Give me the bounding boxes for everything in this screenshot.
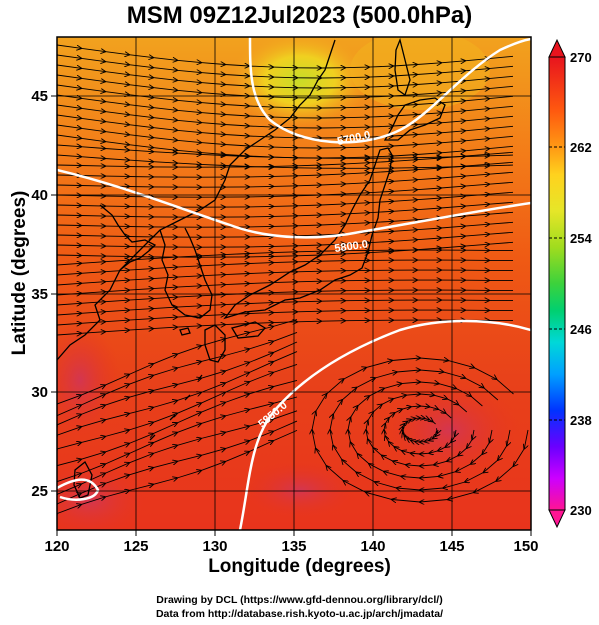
y-tick-labels: 25 30 35 40 45 — [31, 88, 48, 500]
height-contours — [57, 37, 531, 530]
graticule — [57, 37, 531, 530]
x-tick-label: 120 — [44, 538, 69, 555]
colorbar-min-arrow — [548, 509, 566, 529]
contour-label: 5800.0 — [334, 238, 369, 255]
colorbar-label: 262 — [570, 140, 592, 155]
colorbar-labels: 270 262 254 246 238 230 — [570, 50, 592, 518]
x-tick-label: 135 — [281, 538, 306, 555]
y-tick-label: 30 — [31, 384, 48, 401]
y-axis-label: Latitude (degrees) — [9, 190, 30, 356]
colorbar-label: 254 — [570, 231, 592, 246]
credit-data: Data from http://database.rish.kyoto-u.a… — [155, 608, 444, 620]
colorbar-label: 230 — [570, 503, 592, 518]
colorbar-label: 246 — [570, 322, 592, 337]
x-tick-label: 125 — [123, 538, 148, 555]
y-tick-label: 25 — [31, 483, 48, 500]
y-tick-label: 40 — [31, 187, 48, 204]
temperature-field — [57, 37, 531, 530]
y-tick-label: 35 — [31, 286, 48, 303]
streamline — [57, 429, 298, 517]
colorbar-max-arrow — [548, 38, 566, 58]
x-tick-label: 140 — [360, 538, 385, 555]
colorbar — [548, 38, 566, 529]
credit-drawing: Drawing by DCL (https://www.gfd-dennou.o… — [156, 594, 443, 606]
x-tick-label: 150 — [513, 538, 538, 555]
colorbar-label: 238 — [570, 413, 592, 428]
colorbar-label: 270 — [570, 50, 592, 65]
x-tick-label: 145 — [439, 538, 464, 555]
chart-title: MSM 09Z12Jul2023 (500.0hPa) — [126, 2, 473, 29]
tick-marks — [51, 95, 532, 536]
x-axis-label: Longitude (degrees) — [208, 556, 391, 577]
y-tick-label: 45 — [31, 88, 48, 105]
x-tick-labels: 120 125 130 135 140 145 150 — [44, 538, 538, 555]
streamline — [312, 358, 528, 502]
x-tick-label: 130 — [202, 538, 227, 555]
